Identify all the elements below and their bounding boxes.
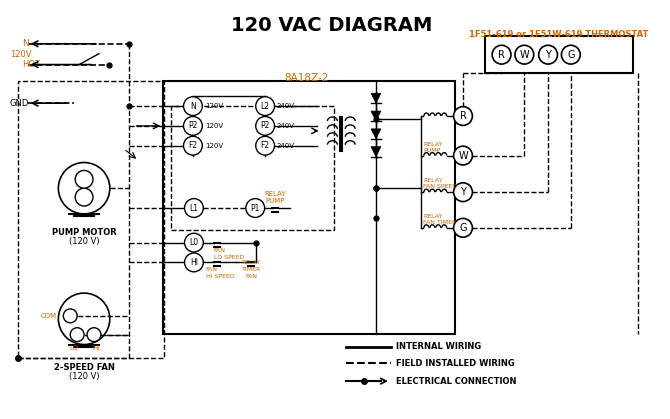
Text: (120 V): (120 V) [69, 237, 99, 246]
Circle shape [75, 188, 93, 206]
Text: 120V: 120V [205, 103, 223, 109]
Text: L2: L2 [261, 102, 269, 111]
Polygon shape [371, 111, 381, 121]
Text: Y: Y [545, 50, 551, 59]
Text: G: G [459, 223, 467, 233]
Text: PUMP: PUMP [265, 198, 285, 204]
Circle shape [515, 45, 534, 64]
Text: 240V: 240V [277, 143, 295, 149]
Text: HI: HI [92, 344, 100, 351]
Text: LO SPEED: LO SPEED [214, 254, 244, 259]
Text: 8A18Z-2: 8A18Z-2 [285, 73, 329, 83]
Circle shape [70, 328, 84, 341]
Polygon shape [371, 93, 381, 103]
Text: 120V: 120V [205, 123, 223, 129]
Text: 120V: 120V [205, 143, 223, 149]
Circle shape [561, 45, 580, 64]
Text: RELAY: RELAY [423, 214, 443, 219]
Text: R: R [498, 50, 505, 59]
Text: HI SPEED: HI SPEED [206, 274, 234, 279]
Text: 1F51-619 or 1F51W-619 THERMOSTAT: 1F51-619 or 1F51W-619 THERMOSTAT [469, 30, 649, 39]
Polygon shape [371, 129, 381, 139]
Text: P2: P2 [188, 122, 198, 130]
Text: Y: Y [460, 187, 466, 197]
Text: L0: L0 [190, 238, 198, 247]
Circle shape [454, 106, 472, 125]
Text: PUMP: PUMP [423, 147, 441, 153]
Circle shape [184, 116, 202, 135]
Text: FAN SPEED: FAN SPEED [423, 184, 458, 189]
Circle shape [58, 163, 110, 214]
Circle shape [256, 136, 275, 155]
Text: COM: COM [40, 313, 56, 319]
Text: F2: F2 [261, 141, 270, 150]
Text: R: R [460, 111, 466, 121]
Text: RELAY: RELAY [242, 261, 261, 266]
Text: HI: HI [190, 258, 198, 267]
Bar [163, 81, 455, 334]
Text: ELECTRICAL CONNECTION: ELECTRICAL CONNECTION [396, 377, 516, 385]
Text: INTERNAL WIRING: INTERNAL WIRING [396, 342, 481, 351]
Text: RELAY: RELAY [264, 191, 286, 197]
Text: TIMER: TIMER [242, 267, 261, 272]
Text: HOT: HOT [21, 60, 40, 69]
Circle shape [454, 218, 472, 237]
Circle shape [256, 116, 275, 135]
Text: PUMP MOTOR: PUMP MOTOR [52, 228, 117, 237]
Text: 240V: 240V [277, 103, 295, 109]
Bar [485, 36, 633, 73]
Text: P2: P2 [261, 122, 270, 130]
Text: GND: GND [10, 98, 29, 108]
Circle shape [184, 253, 203, 272]
Circle shape [454, 146, 472, 165]
Circle shape [75, 171, 93, 188]
Circle shape [256, 97, 275, 116]
Text: W: W [458, 150, 468, 160]
Circle shape [184, 97, 202, 116]
Text: L1: L1 [190, 204, 198, 212]
Text: FIELD INSTALLED WIRING: FIELD INSTALLED WIRING [396, 359, 515, 368]
Text: F2: F2 [188, 141, 198, 150]
Circle shape [492, 45, 511, 64]
Text: FAN: FAN [206, 267, 218, 272]
Text: FAN: FAN [214, 248, 226, 253]
Circle shape [58, 293, 110, 344]
Text: 120V: 120V [10, 50, 31, 59]
Circle shape [539, 45, 557, 64]
Text: FAN TIMER: FAN TIMER [423, 220, 457, 225]
Text: LO: LO [70, 344, 78, 351]
Text: W: W [519, 50, 529, 59]
Bar [171, 106, 334, 230]
Circle shape [64, 309, 77, 323]
Polygon shape [371, 147, 381, 157]
Text: N: N [21, 39, 29, 48]
Text: RELAY: RELAY [423, 178, 443, 184]
Text: P1: P1 [251, 204, 260, 212]
Text: (120 V): (120 V) [69, 372, 99, 381]
Text: RELAY: RELAY [423, 142, 443, 147]
Text: G: G [567, 50, 575, 59]
Text: 120 VAC DIAGRAM: 120 VAC DIAGRAM [230, 16, 432, 35]
Circle shape [87, 328, 101, 341]
Circle shape [454, 183, 472, 202]
Text: 240V: 240V [277, 123, 295, 129]
Text: FAN: FAN [245, 274, 257, 279]
Bar [18, 81, 164, 358]
Text: 2-SPEED FAN: 2-SPEED FAN [54, 363, 115, 372]
Text: N: N [190, 102, 196, 111]
Circle shape [184, 233, 203, 252]
Circle shape [184, 136, 202, 155]
Circle shape [246, 199, 265, 217]
Circle shape [184, 199, 203, 217]
